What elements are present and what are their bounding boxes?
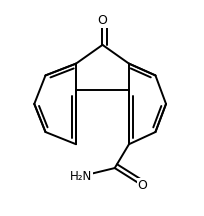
Text: H₂N: H₂N: [70, 170, 92, 183]
Text: O: O: [97, 14, 107, 27]
Text: O: O: [137, 179, 146, 192]
